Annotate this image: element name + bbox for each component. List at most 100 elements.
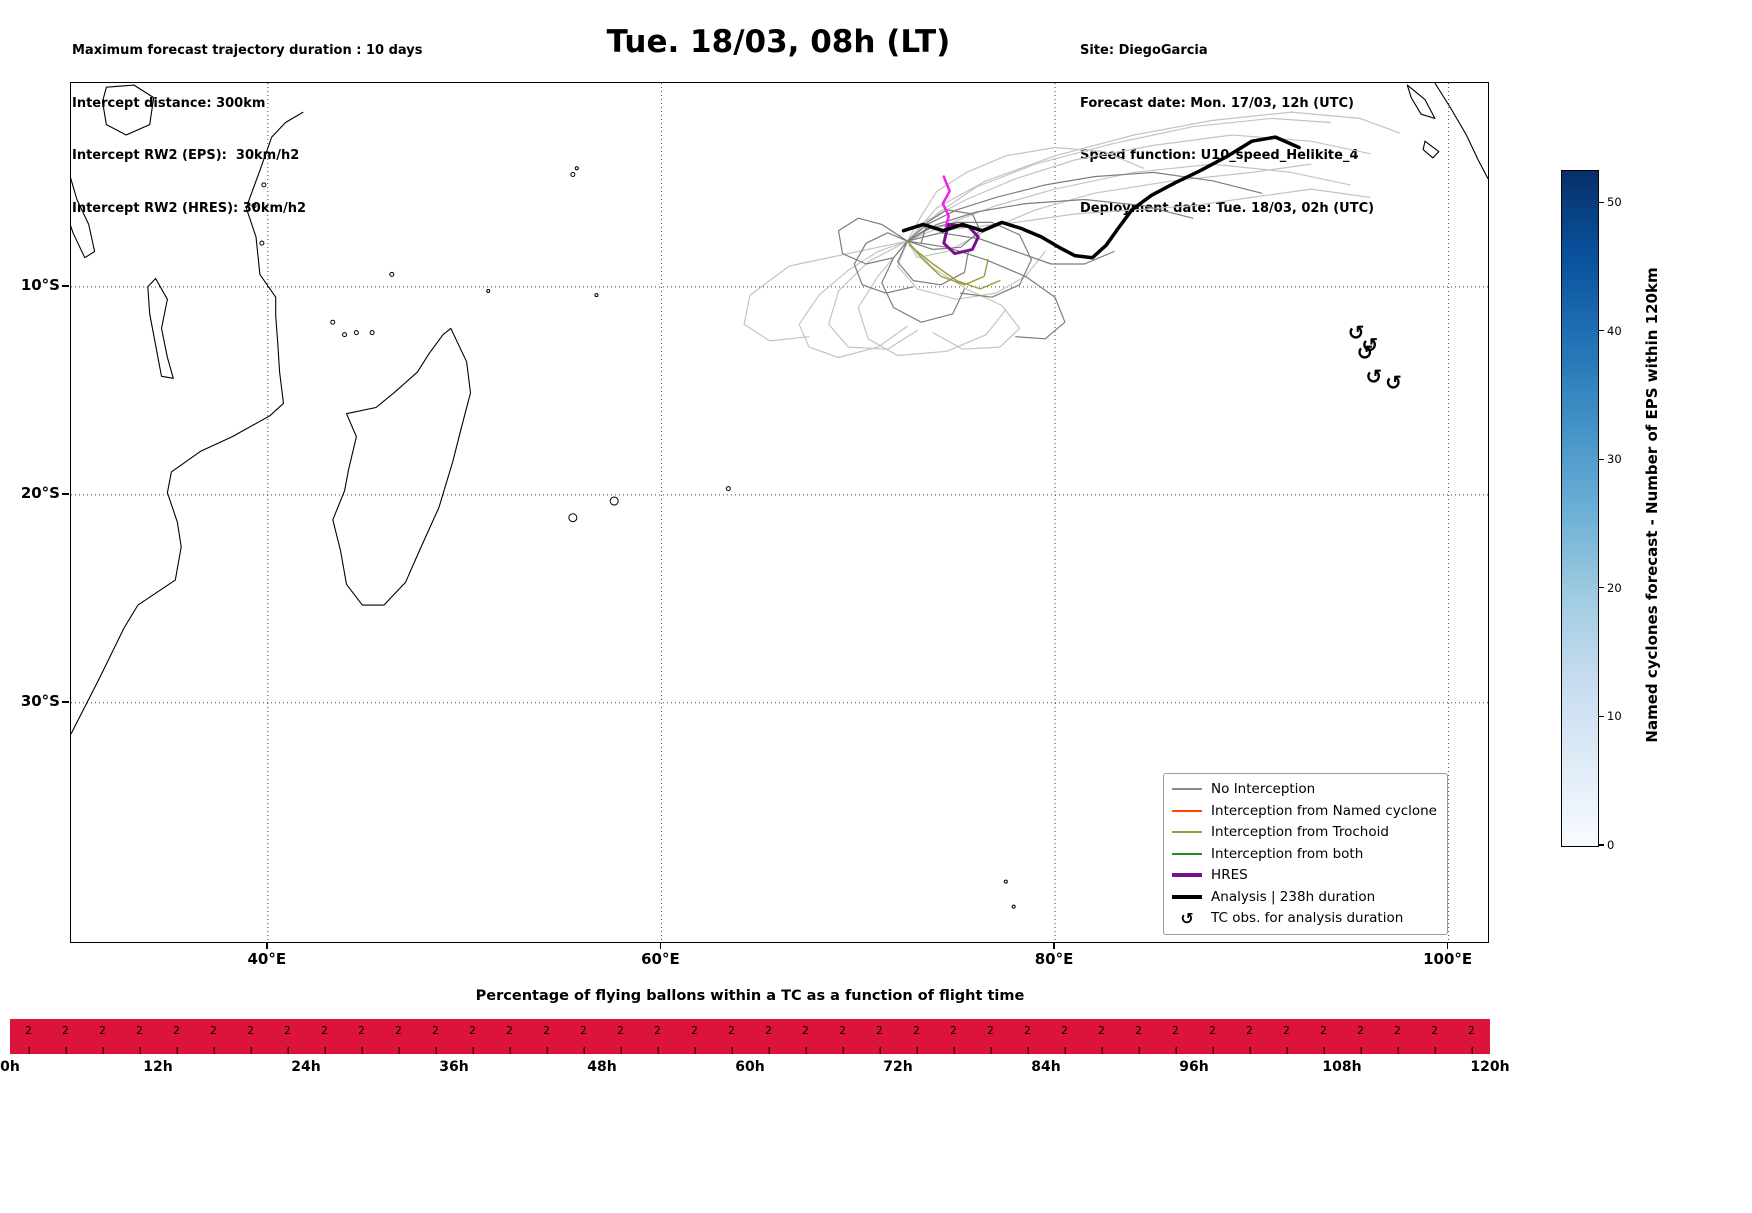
legend-item: HRES <box>1172 865 1437 887</box>
balloon-count-tick <box>250 1047 252 1054</box>
balloon-count-tick <box>28 1047 30 1054</box>
track-no-interception-light <box>906 163 1351 242</box>
balloon-count-item: 2 <box>1209 1019 1216 1054</box>
hour-label: 120h <box>1470 1059 1510 1075</box>
tc-obs-icon: ↺ <box>1365 364 1382 388</box>
colorbar-tick <box>1598 458 1604 460</box>
island <box>1003 879 1008 884</box>
balloon-count-label: 2 <box>62 1025 69 1037</box>
tc-obs-icon: ↺ <box>1348 321 1365 345</box>
balloon-count-label: 2 <box>654 1025 661 1037</box>
balloon-count-label: 2 <box>432 1025 439 1037</box>
legend-line <box>1172 852 1203 855</box>
track-no-interception-light <box>828 240 918 350</box>
page-title: Tue. 18/03, 08h (LT) <box>606 24 951 60</box>
annotation-line: Site: DiegoGarcia <box>1080 43 1208 58</box>
balloon-count-label: 2 <box>284 1025 291 1037</box>
colorbar-tick-label: 40 <box>1607 323 1622 338</box>
balloon-count-item: 2 <box>1394 1019 1401 1054</box>
balloon-count-item: 2 <box>950 1019 957 1054</box>
island <box>594 293 599 298</box>
balloon-count-item: 2 <box>247 1019 254 1054</box>
balloon-count-item: 2 <box>765 1019 772 1054</box>
island <box>574 166 579 171</box>
balloon-count-label: 2 <box>469 1025 476 1037</box>
annotation-top-left: Maximum forecast trajectory duration : 1… <box>72 7 423 252</box>
legend-label: Interception from Trochoid <box>1211 824 1389 841</box>
tc-obs-icon: ↺ <box>1385 371 1402 395</box>
annotation-line: Intercept distance: 300km <box>72 95 266 111</box>
balloon-count-tick <box>398 1047 400 1054</box>
balloon-count-item: 2 <box>543 1019 550 1054</box>
hour-label: 0h <box>0 1059 20 1075</box>
balloon-count-item: 2 <box>1098 1019 1105 1054</box>
balloon-count-item: 2 <box>1431 1019 1438 1054</box>
legend-label: Interception from both <box>1211 845 1364 862</box>
track-no-interception-light <box>857 240 1007 357</box>
balloon-count-item: 2 <box>358 1019 365 1054</box>
balloon-count-label: 2 <box>1172 1025 1179 1037</box>
balloon-count-item: 2 <box>1468 1019 1475 1054</box>
legend-item: ↺ TC obs. for analysis duration <box>1172 908 1437 930</box>
legend-label: Interception from Named cyclone <box>1211 802 1437 819</box>
legend-item: No Interception <box>1172 779 1437 801</box>
legend-line-sample <box>1172 809 1203 812</box>
legend-line-sample <box>1172 831 1203 834</box>
x-tick <box>1446 943 1449 949</box>
y-tick-label: 30°S <box>20 691 60 710</box>
track-no-interception-light <box>798 240 908 359</box>
balloon-count-label: 2 <box>765 1025 772 1037</box>
track-no-interception-light <box>906 146 1145 242</box>
balloon-count-tick <box>1175 1047 1177 1054</box>
hour-label: 72h <box>883 1059 913 1075</box>
legend-label: TC obs. for analysis duration <box>1211 910 1404 927</box>
balloon-count-item: 2 <box>1024 1019 1031 1054</box>
legend-line <box>1172 894 1203 899</box>
balloon-count-tick <box>361 1047 363 1054</box>
island <box>369 330 375 336</box>
balloon-count-tick <box>953 1047 955 1054</box>
colorbar-tick-label: 30 <box>1607 452 1622 467</box>
colorbar-tick-label: 10 <box>1607 709 1622 724</box>
balloon-count-item: 2 <box>654 1019 661 1054</box>
coastline <box>101 84 155 136</box>
balloon-count-item: 2 <box>1172 1019 1179 1054</box>
balloon-count-label: 2 <box>617 1025 624 1037</box>
hour-label: 96h <box>1179 1059 1209 1075</box>
legend-line-sample <box>1172 852 1203 855</box>
x-tick-label: 100°E <box>1423 950 1473 968</box>
balloon-count-label: 2 <box>987 1025 994 1037</box>
balloon-count-label: 2 <box>1098 1025 1105 1037</box>
balloon-count-tick <box>916 1047 918 1054</box>
balloon-count-item: 2 <box>432 1019 439 1054</box>
x-tick-label: 80°E <box>1034 950 1074 968</box>
island <box>570 172 576 178</box>
balloon-count-tick <box>435 1047 437 1054</box>
balloon-count-item: 2 <box>728 1019 735 1054</box>
track-no-interception-light <box>906 134 1371 242</box>
colorbar-tick <box>1598 715 1604 718</box>
balloon-count-tick <box>1027 1047 1029 1054</box>
balloon-count-item: 2 <box>210 1019 217 1054</box>
balloon-count-tick <box>879 1047 881 1054</box>
annotation-line: Deployment date: Tue. 18/03, 02h (UTC) <box>1080 200 1375 216</box>
balloon-count-item: 2 <box>284 1019 291 1054</box>
balloon-count-tick <box>657 1047 659 1054</box>
legend-label: HRES <box>1211 867 1248 884</box>
balloon-count-label: 2 <box>950 1025 957 1037</box>
track-no-interception-dark <box>897 240 969 286</box>
island <box>609 496 619 506</box>
balloon-count-item: 2 <box>1320 1019 1327 1054</box>
balloon-count-tick <box>287 1047 289 1054</box>
balloon-count-label: 2 <box>1246 1025 1253 1037</box>
balloon-count-item: 2 <box>506 1019 513 1054</box>
track-interception-trochoid <box>908 244 1001 290</box>
balloon-count-item: 2 <box>839 1019 846 1054</box>
balloon-count-tick <box>1101 1047 1103 1054</box>
balloon-count-label: 2 <box>1394 1025 1401 1037</box>
legend-line-sample <box>1172 873 1203 878</box>
balloon-count-tick <box>213 1047 215 1054</box>
colorbar-label: Named cyclones forecast - Number of EPS … <box>1643 267 1661 743</box>
balloon-count-label: 2 <box>99 1025 106 1037</box>
